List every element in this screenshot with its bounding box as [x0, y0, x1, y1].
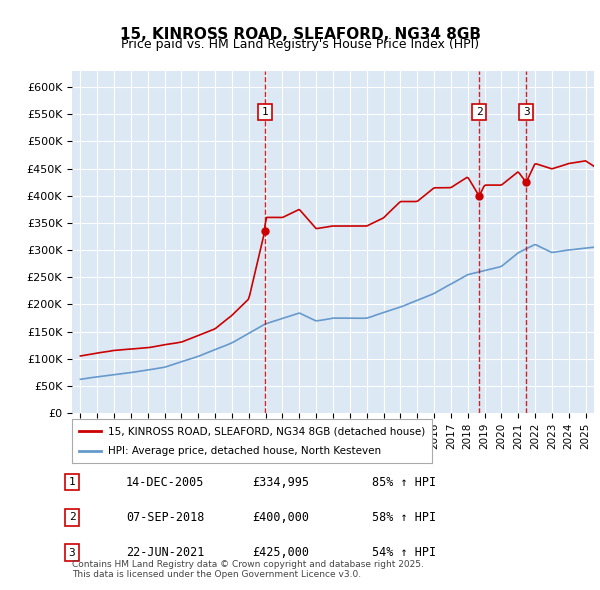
Text: 54% ↑ HPI: 54% ↑ HPI	[372, 546, 436, 559]
Text: 15, KINROSS ROAD, SLEAFORD, NG34 8GB (detached house): 15, KINROSS ROAD, SLEAFORD, NG34 8GB (de…	[108, 427, 425, 436]
Text: Contains HM Land Registry data © Crown copyright and database right 2025.
This d: Contains HM Land Registry data © Crown c…	[72, 560, 424, 579]
Text: £334,995: £334,995	[252, 476, 309, 489]
Text: 14-DEC-2005: 14-DEC-2005	[126, 476, 205, 489]
Text: 15, KINROSS ROAD, SLEAFORD, NG34 8GB: 15, KINROSS ROAD, SLEAFORD, NG34 8GB	[119, 27, 481, 41]
Text: 2: 2	[68, 513, 76, 522]
Text: 58% ↑ HPI: 58% ↑ HPI	[372, 511, 436, 524]
Text: Price paid vs. HM Land Registry's House Price Index (HPI): Price paid vs. HM Land Registry's House …	[121, 38, 479, 51]
Text: 07-SEP-2018: 07-SEP-2018	[126, 511, 205, 524]
Text: 3: 3	[523, 107, 530, 117]
Text: 2: 2	[476, 107, 482, 117]
Text: 22-JUN-2021: 22-JUN-2021	[126, 546, 205, 559]
Text: 1: 1	[262, 107, 268, 117]
Text: HPI: Average price, detached house, North Kesteven: HPI: Average price, detached house, Nort…	[108, 446, 381, 455]
Text: 1: 1	[68, 477, 76, 487]
Text: £425,000: £425,000	[252, 546, 309, 559]
Text: 85% ↑ HPI: 85% ↑ HPI	[372, 476, 436, 489]
Text: 3: 3	[68, 548, 76, 558]
Text: £400,000: £400,000	[252, 511, 309, 524]
